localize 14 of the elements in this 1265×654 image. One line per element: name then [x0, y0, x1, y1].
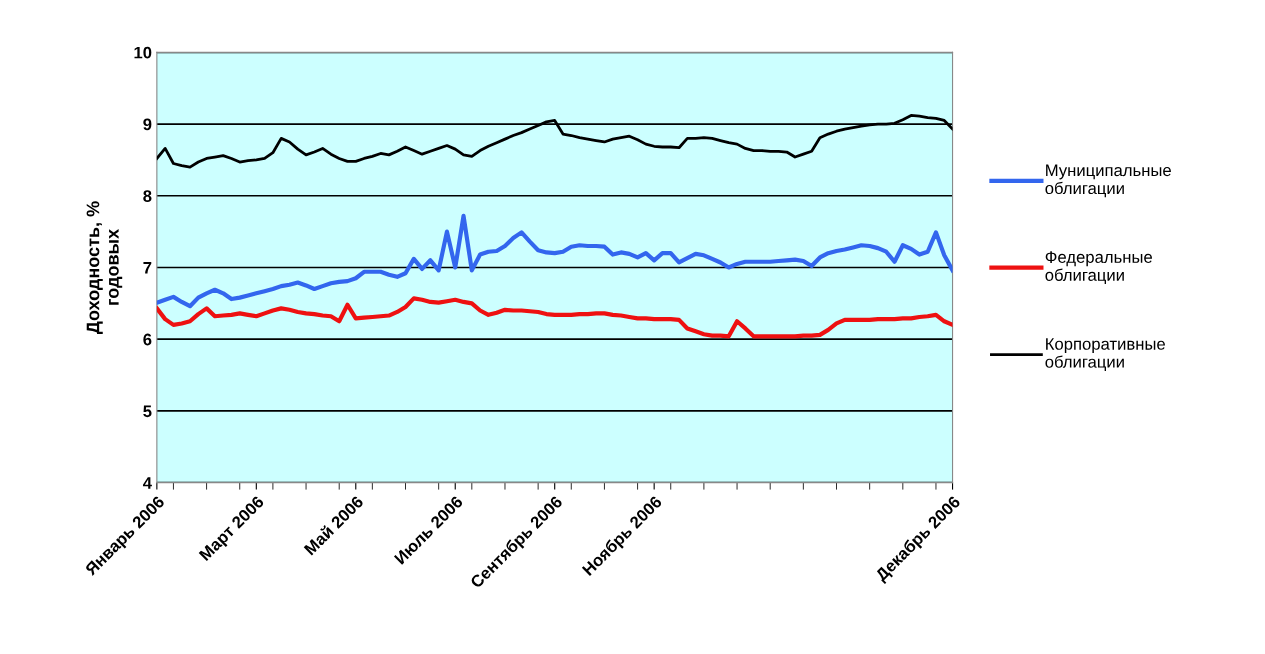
line-series	[156, 213, 953, 309]
y-tick-label: 8	[143, 190, 152, 202]
y-tick-label: 4	[142, 477, 152, 489]
y-tick-label: 9	[143, 118, 152, 131]
legend-label: Корпоративные облигации	[1045, 338, 1165, 371]
line-series	[156, 296, 953, 339]
y-tick-label: 10	[134, 46, 152, 59]
y-tick-label: 5	[143, 405, 152, 418]
y-tick-label: 6	[143, 333, 152, 346]
legend-label: Федеральные облигации	[1045, 251, 1152, 285]
y-tick-label: 7	[143, 262, 152, 274]
line-series	[156, 114, 953, 169]
legend-label: Муниципальные облигации	[1045, 164, 1171, 198]
y-axis-title: Доходность, % годовых	[86, 201, 123, 334]
